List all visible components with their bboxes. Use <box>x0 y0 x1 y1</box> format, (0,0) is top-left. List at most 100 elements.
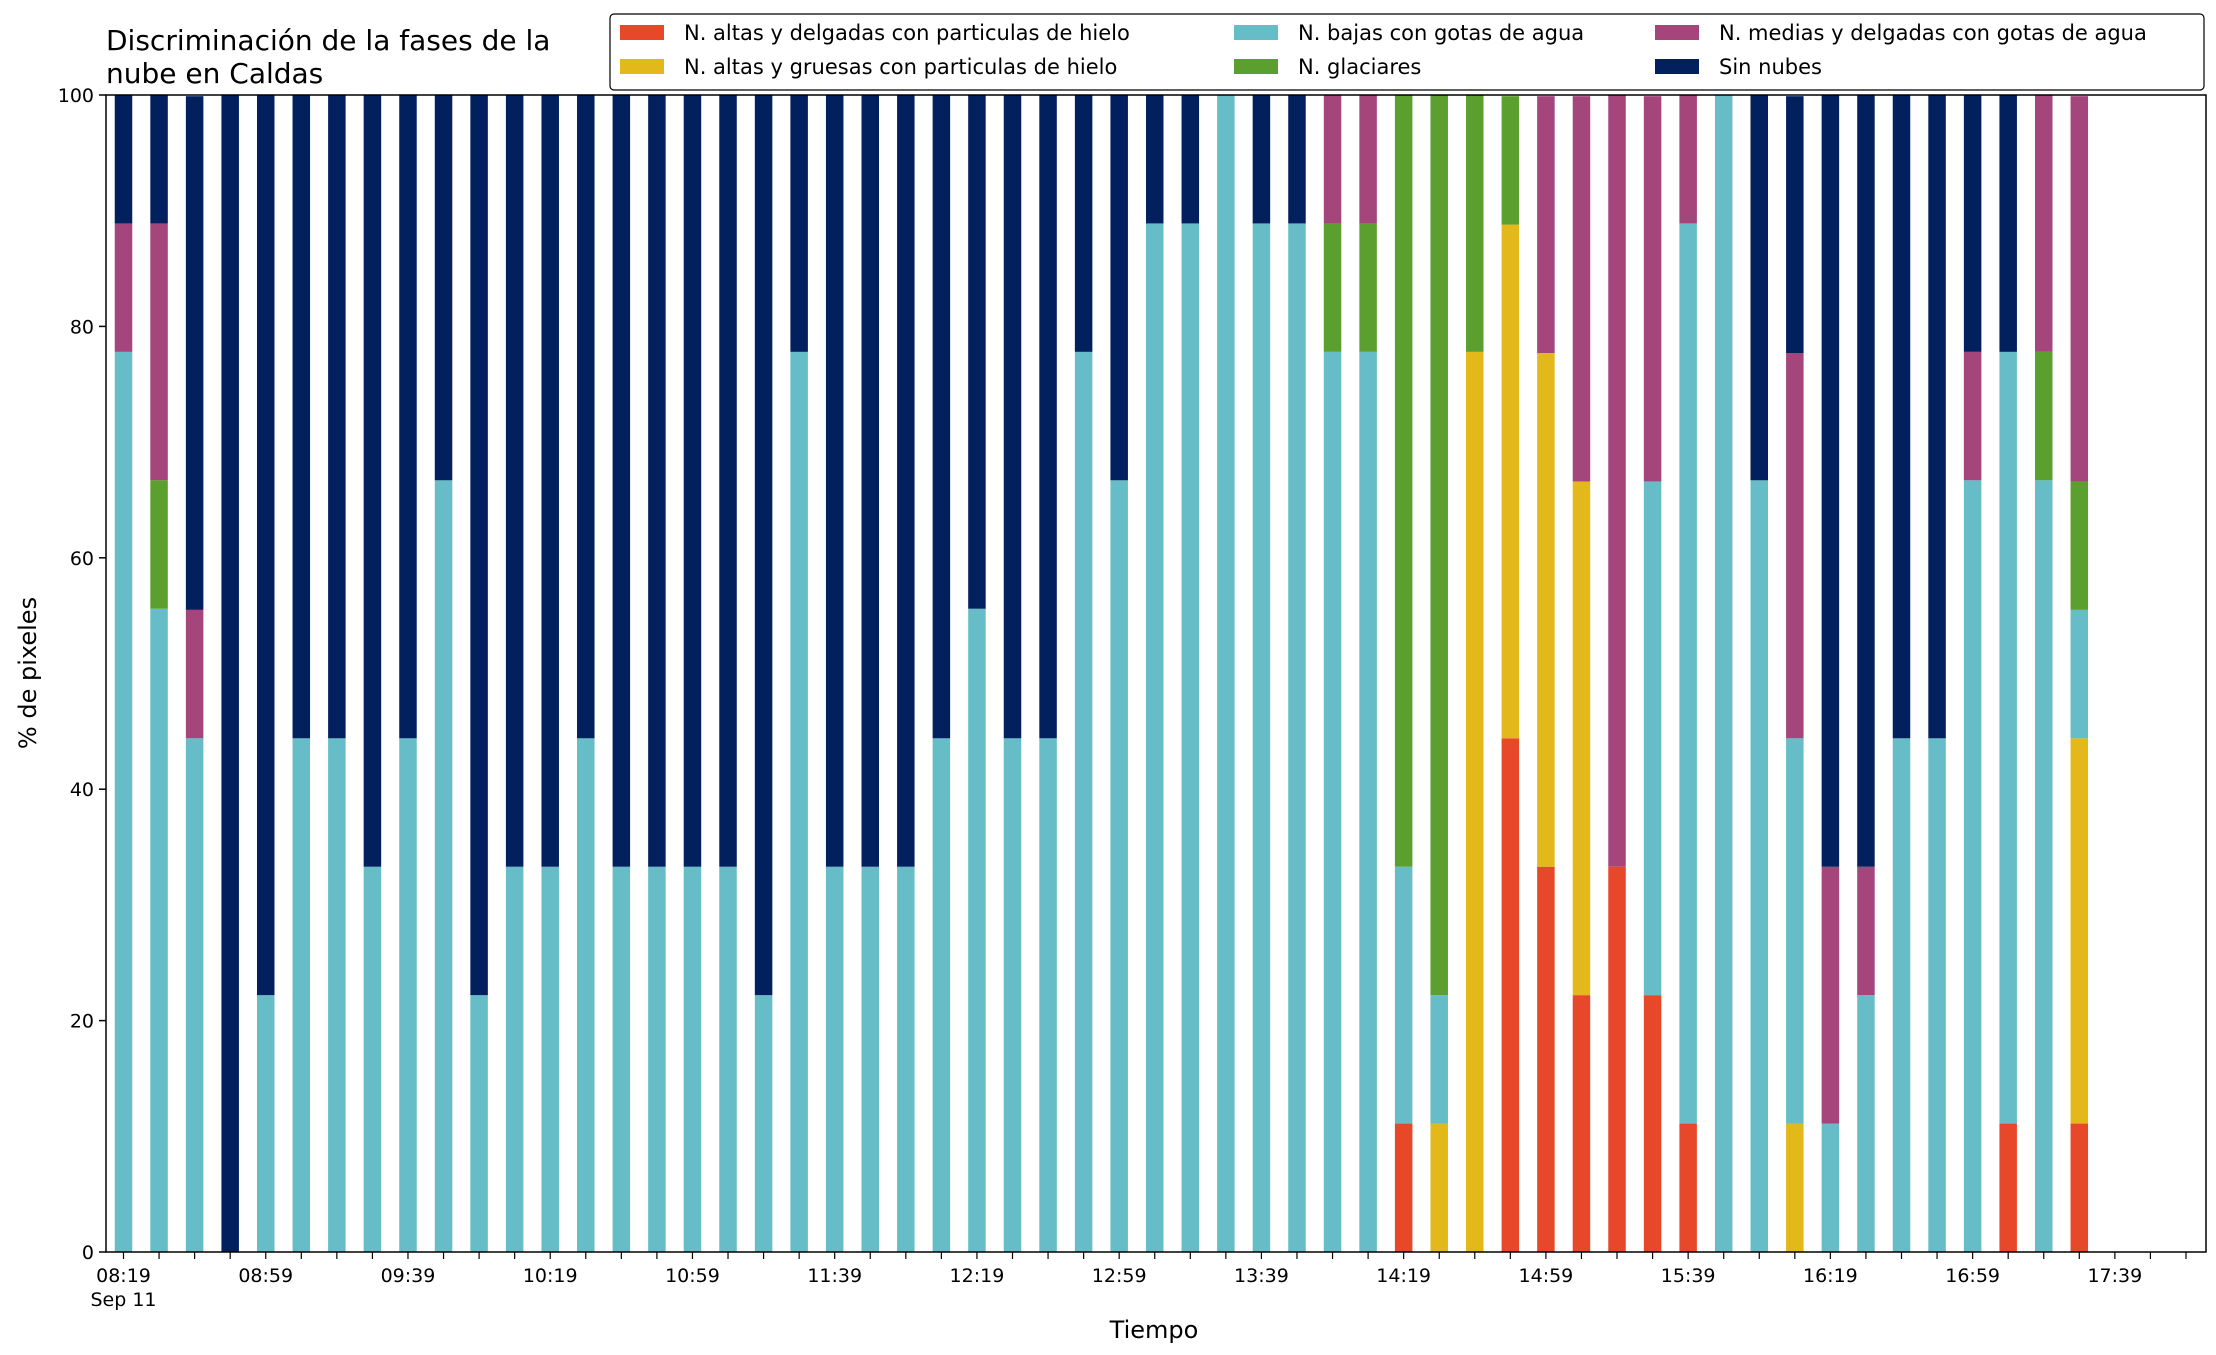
bar-1639-series-2 <box>1892 738 1911 1252</box>
legend-entry-label: Sin nubes <box>1719 55 1822 79</box>
bar-0859-series-5 <box>256 95 275 996</box>
bar-1219-series-2 <box>968 608 986 1252</box>
bar-1629-series-4 <box>1857 866 1875 996</box>
bar-0919-series-5 <box>328 95 346 739</box>
bar-1529-series-2 <box>1643 481 1662 996</box>
bar-1719-series-3 <box>2034 351 2053 481</box>
bar-1349-series-5 <box>1288 95 1306 224</box>
bar-1629-series-5 <box>1857 95 1875 867</box>
plot-area-frame <box>105 94 2207 1253</box>
bar-0909-series-5 <box>292 95 311 739</box>
bar-1359-series-2 <box>1323 351 1342 1253</box>
bar-1019-series-2 <box>541 866 559 1252</box>
x-tick-label: 10:59 <box>665 1265 720 1287</box>
bar-1309-series-5 <box>1145 95 1164 224</box>
bar-1619-series-4 <box>1821 866 1840 1124</box>
bar-1419-series-3 <box>1394 95 1413 867</box>
x-tick-label: 12:59 <box>1092 1265 1147 1287</box>
bar-1609-series-4 <box>1786 353 1804 739</box>
legend-swatch <box>1655 59 1699 74</box>
bar-1449-series-3 <box>1501 96 1520 225</box>
bar-1149-series-5 <box>861 95 880 867</box>
bar-1729-series-2 <box>2070 609 2089 739</box>
bar-0949-series-2 <box>434 480 453 1252</box>
bar-0959-series-2 <box>470 995 488 1252</box>
bar-1049-series-5 <box>648 95 666 867</box>
bar-1239-series-5 <box>1039 95 1057 739</box>
x-tick-label: 16:19 <box>1803 1265 1858 1287</box>
bar-1459-series-4 <box>1537 96 1555 354</box>
bar-1029-series-2 <box>577 738 595 1252</box>
bar-1539-series-4 <box>1679 95 1697 224</box>
legend-swatch <box>1655 25 1699 40</box>
bar-1729-series-1 <box>2070 738 2089 1124</box>
bar-1209-series-5 <box>932 95 951 739</box>
bar-1529-series-4 <box>1643 96 1662 482</box>
bar-1539-series-2 <box>1679 223 1697 1124</box>
x-tick-label: 14:59 <box>1519 1265 1574 1287</box>
bar-1459-series-1 <box>1537 353 1555 867</box>
chart-title-line-1: Discriminación de la fases de la <box>106 24 550 57</box>
legend-entry-label: N. bajas con gotas de agua <box>1298 21 1584 45</box>
x-tick-label: 17:39 <box>2087 1265 2142 1287</box>
legend: N. altas y delgadas con particulas de hi… <box>609 13 2205 91</box>
bar-1209-series-2 <box>932 738 951 1252</box>
bar-1309-series-2 <box>1145 223 1164 1253</box>
bar-1709-series-2 <box>1999 351 2017 1124</box>
bar-0819-series-4 <box>114 223 133 352</box>
bar-0939-series-2 <box>399 738 417 1252</box>
bar-1609-series-5 <box>1786 96 1804 354</box>
bar-1649-series-5 <box>1928 95 1946 739</box>
bar-1229-series-5 <box>1003 95 1022 739</box>
bar-1559-series-2 <box>1750 480 1769 1252</box>
bar-0929-series-2 <box>363 866 382 1252</box>
bar-1019-series-5 <box>541 95 559 867</box>
y-tick-label: 60 <box>70 548 94 570</box>
bar-0939-series-5 <box>399 95 417 739</box>
bar-1339-series-2 <box>1252 223 1271 1253</box>
bar-1249-series-2 <box>1074 351 1093 1253</box>
bar-1139-series-5 <box>825 95 844 867</box>
bar-1419-series-0 <box>1394 1123 1413 1252</box>
bar-1359-series-4 <box>1323 95 1342 224</box>
bar-1659-series-5 <box>1963 95 1982 352</box>
bar-0839-series-5 <box>185 96 204 610</box>
bar-1359-series-3 <box>1323 223 1342 352</box>
x-tick-label: 08:19 <box>96 1265 151 1287</box>
bar-1039-series-2 <box>612 866 631 1252</box>
bar-1229-series-2 <box>1003 738 1022 1252</box>
bar-1719-series-2 <box>2034 480 2053 1252</box>
bar-1349-series-2 <box>1288 223 1306 1253</box>
y-tick-label: 100 <box>58 85 94 107</box>
bar-1249-series-5 <box>1074 95 1093 352</box>
bar-0909-series-2 <box>292 738 311 1252</box>
bar-1509-series-4 <box>1572 96 1591 482</box>
bar-1419-series-2 <box>1394 866 1413 1124</box>
x-tick-label: 12:19 <box>950 1265 1005 1287</box>
bar-1539-series-0 <box>1679 1123 1697 1252</box>
bar-1619-series-5 <box>1821 95 1840 867</box>
bar-1119-series-5 <box>754 95 773 996</box>
bar-1429-series-2 <box>1430 995 1448 1124</box>
bar-1529-series-0 <box>1643 995 1662 1252</box>
bar-1109-series-2 <box>719 866 737 1252</box>
bar-0929-series-5 <box>363 95 382 867</box>
bar-0829-series-2 <box>150 608 168 1252</box>
x-tick-date-label: Sep 11 <box>90 1289 156 1311</box>
bar-0849-series-5 <box>221 95 239 1252</box>
bar-1409-series-3 <box>1359 223 1377 352</box>
x-tick-label: 14:19 <box>1376 1265 1431 1287</box>
x-tick-label: 13:39 <box>1234 1265 1289 1287</box>
bar-1119-series-2 <box>754 995 773 1252</box>
bar-1329-series-2 <box>1217 95 1235 1252</box>
x-tick-label: 10:19 <box>523 1265 578 1287</box>
x-tick-label: 09:39 <box>381 1265 436 1287</box>
bar-0829-series-4 <box>150 223 168 481</box>
bar-0949-series-5 <box>434 95 453 481</box>
bar-1319-series-5 <box>1181 95 1200 224</box>
y-axis: 0 20 40 60 80 100 <box>58 85 106 1264</box>
bar-0829-series-3 <box>150 480 168 609</box>
bar-1429-series-3 <box>1430 95 1448 996</box>
y-tick-label: 0 <box>82 1242 94 1264</box>
bar-1409-series-2 <box>1359 351 1377 1253</box>
